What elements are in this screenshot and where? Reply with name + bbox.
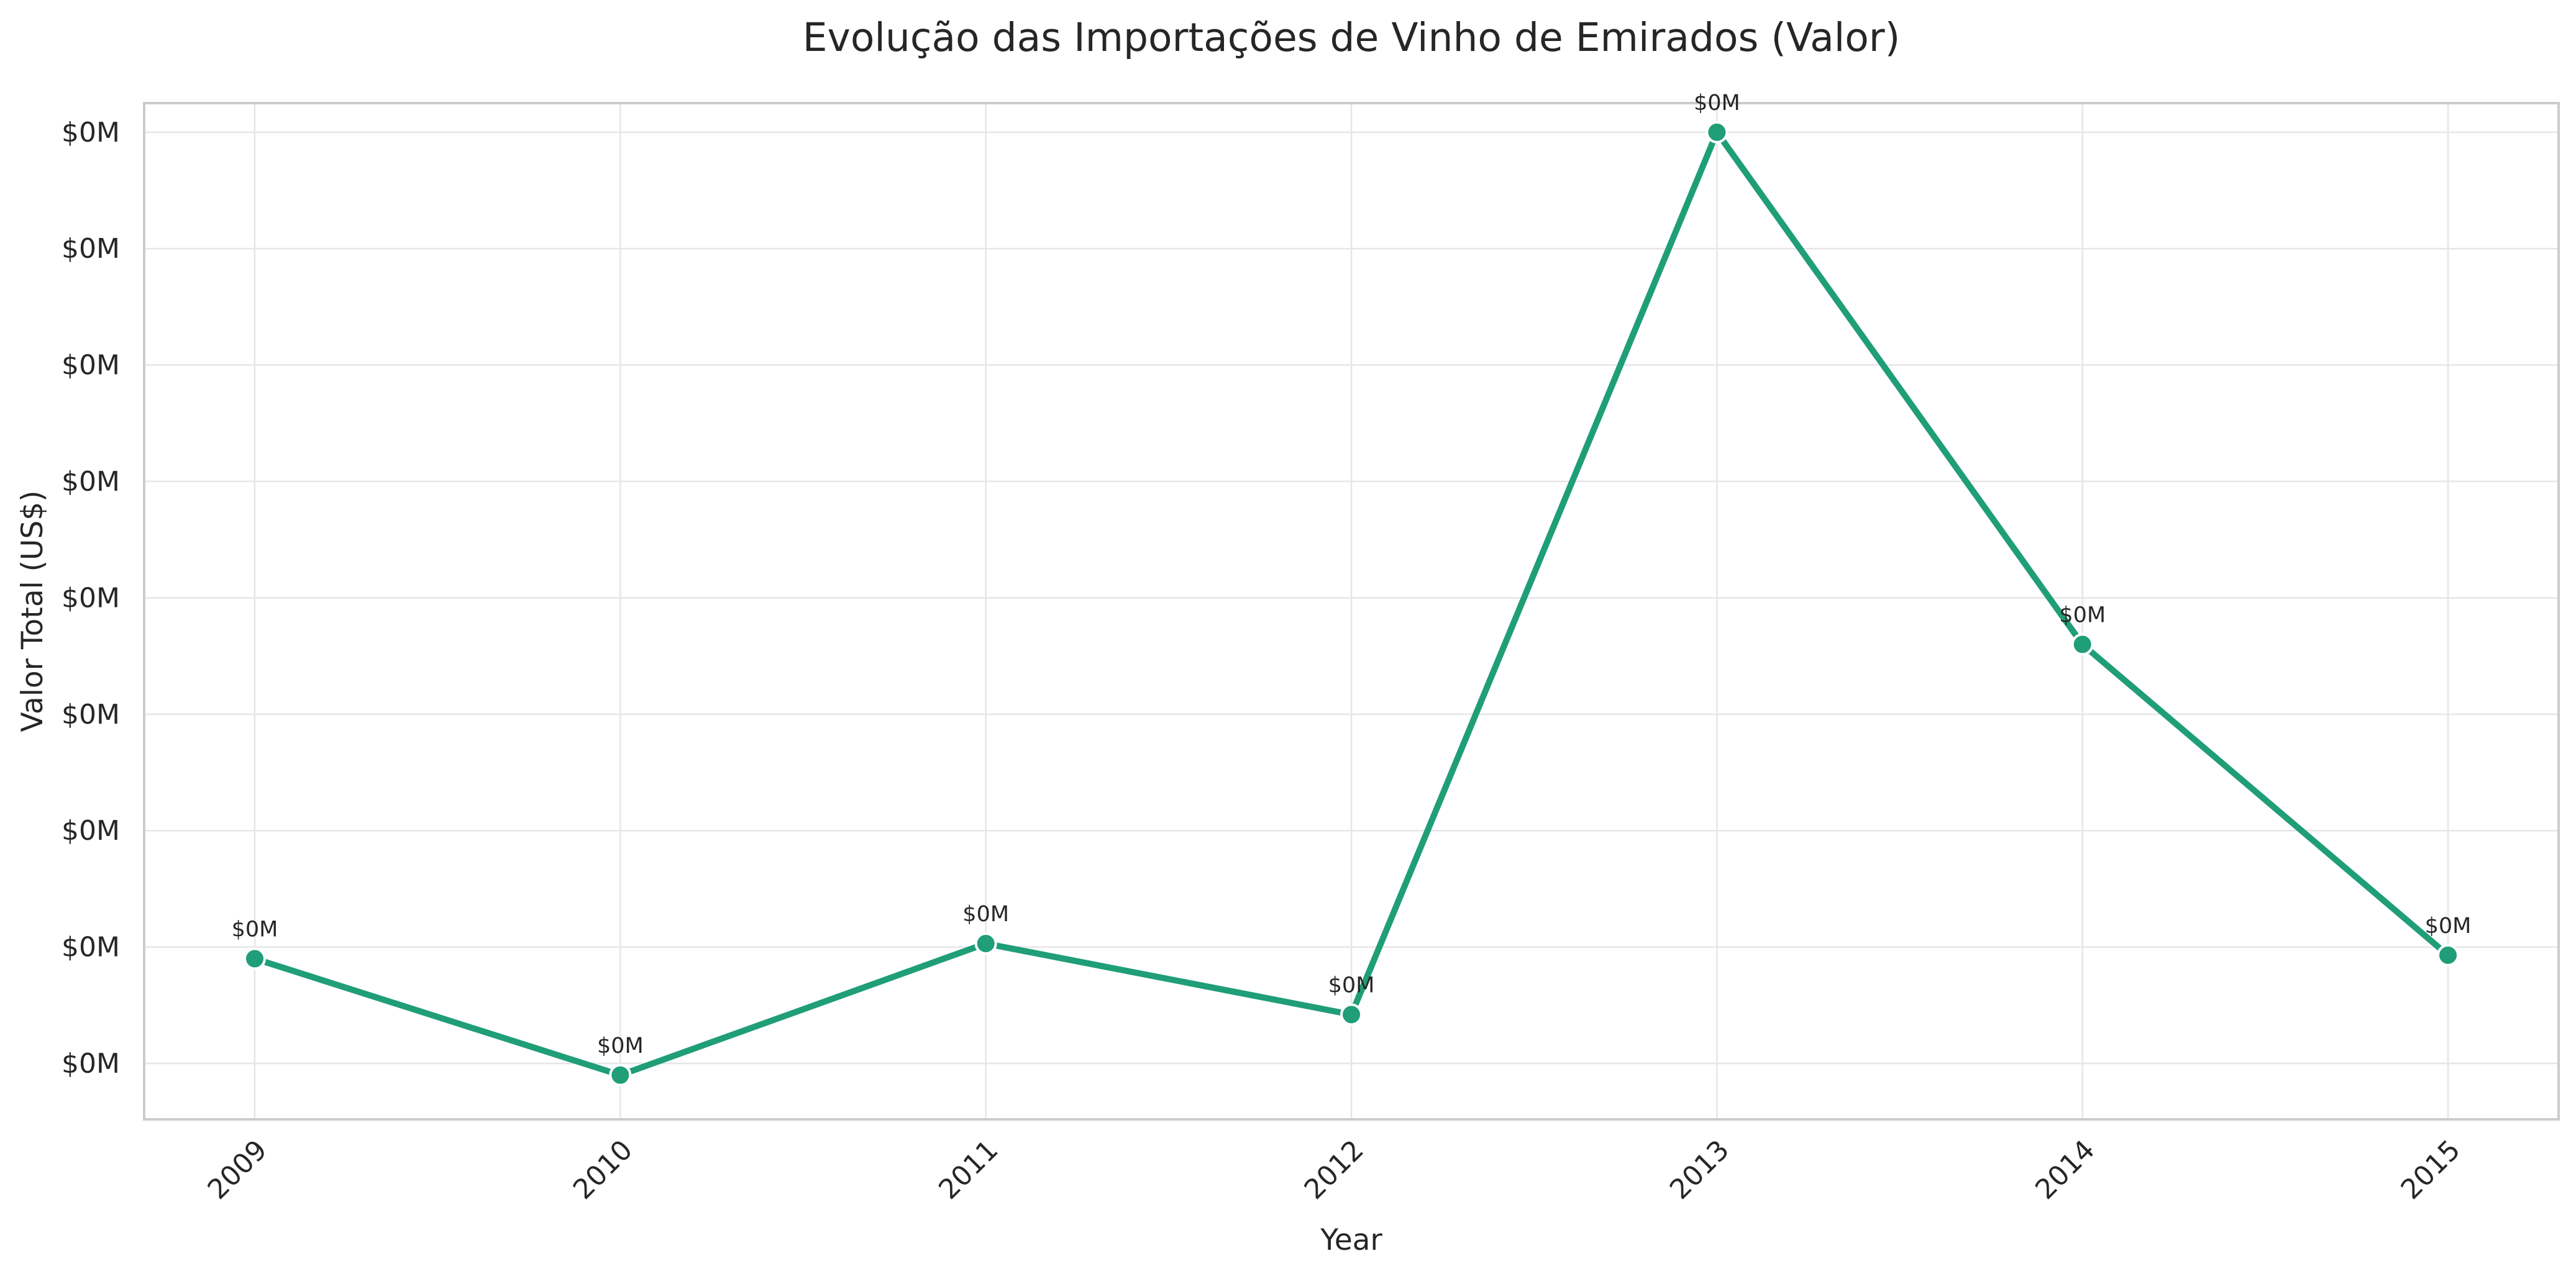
x-tick-label: 2012 xyxy=(1299,1134,1370,1206)
y-axis-label: Valor Total (US$) xyxy=(16,491,50,732)
y-tick-label: $0M xyxy=(62,815,120,847)
data-point xyxy=(244,947,266,970)
y-tick-label: $0M xyxy=(62,582,120,614)
grid xyxy=(144,103,2559,1119)
data-point xyxy=(2437,944,2459,967)
x-tick-label: 2013 xyxy=(1664,1134,1735,1206)
x-tick-label: 2009 xyxy=(202,1134,273,1206)
data-label: $0M xyxy=(962,902,1009,927)
x-tick-label: 2014 xyxy=(2029,1134,2101,1206)
chart-title: Evolução das Importações de Vinho de Emi… xyxy=(803,15,1901,60)
y-tick-label: $0M xyxy=(62,350,120,381)
data-label: $0M xyxy=(2059,603,2106,627)
y-tick-label: $0M xyxy=(62,117,120,148)
data-point xyxy=(1706,121,1729,143)
y-tick-label: $0M xyxy=(62,1048,120,1080)
data-label: $0M xyxy=(597,1034,644,1058)
data-point xyxy=(2071,633,2094,656)
series-layer xyxy=(244,121,2459,1086)
data-point xyxy=(1340,1003,1363,1026)
x-axis-label: Year xyxy=(1320,1223,1382,1257)
data-label: $0M xyxy=(1694,91,1740,116)
data-point xyxy=(609,1063,632,1086)
y-tick-label: $0M xyxy=(62,233,120,265)
data-labels: $0M $0M $0M $0M $0M $0M $0M xyxy=(232,91,2472,1058)
data-label: $0M xyxy=(2425,914,2472,939)
y-tick-label: $0M xyxy=(62,932,120,963)
plot-area-frame xyxy=(143,102,2560,1121)
x-tick-label: 2015 xyxy=(2395,1134,2467,1206)
x-tick-label: 2010 xyxy=(567,1134,639,1206)
y-tick-label: $0M xyxy=(62,699,120,730)
data-point xyxy=(974,932,997,955)
y-tick-label: $0M xyxy=(62,466,120,498)
data-label: $0M xyxy=(1328,973,1375,998)
x-tick-label: 2011 xyxy=(933,1134,1004,1206)
data-label: $0M xyxy=(232,917,278,942)
